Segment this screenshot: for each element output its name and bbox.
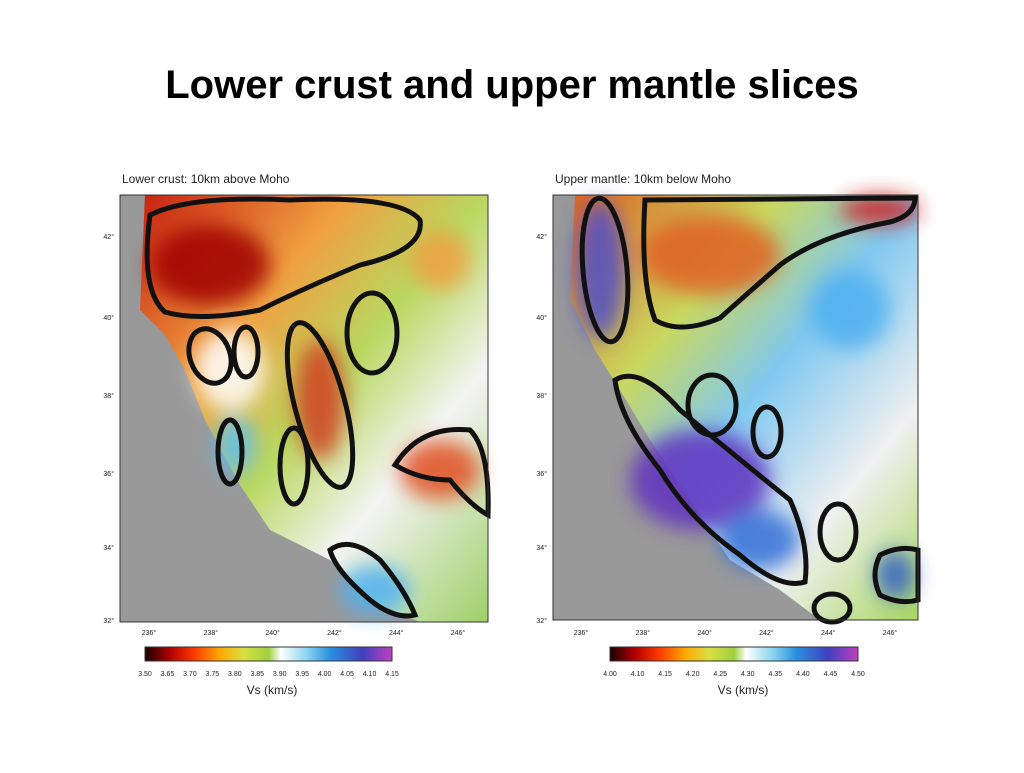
lon-label: 246° [883, 629, 898, 637]
colorbar-title: Vs (km/s) [718, 683, 769, 697]
lon-label: 242° [327, 629, 342, 637]
lat-label: 36° [103, 470, 114, 478]
colorbar [609, 646, 859, 662]
lat-label: 36° [536, 470, 547, 478]
lat-label: 42° [103, 233, 114, 241]
colorbar-label: 3.70 [183, 671, 197, 678]
colorbar-title: Vs (km/s) [247, 683, 298, 697]
colorbar-label: 4.00 [603, 671, 617, 678]
lat-label: 40° [536, 314, 547, 322]
lon-label: 244° [821, 629, 836, 637]
colorbar-label: 3.80 [228, 671, 242, 678]
lon-label: 236° [574, 629, 589, 637]
colorbar-label: 4.50 [851, 671, 865, 678]
lon-label: 242° [759, 629, 774, 637]
colorbar [144, 646, 393, 662]
colorbar-label: 4.10 [363, 671, 377, 678]
map-right [552, 194, 921, 625]
map-left [119, 194, 491, 623]
colorbar-label: 4.35 [769, 671, 783, 678]
colorbar-label: 3.95 [295, 671, 309, 678]
colorbar-label: 4.25 [713, 671, 727, 678]
lat-label: 32° [536, 617, 547, 625]
slide-title: Lower crust and upper mantle slices [165, 63, 859, 107]
colorbar-label: 3.50 [138, 671, 152, 678]
colorbar-label: 4.10 [631, 671, 645, 678]
colorbar-label: 3.90 [273, 671, 287, 678]
colorbar-label: 4.05 [340, 671, 354, 678]
lon-label: 240° [697, 629, 712, 637]
lat-label: 34° [103, 544, 114, 552]
colorbar-label: 3.65 [161, 671, 175, 678]
colorbar-label: 4.15 [385, 671, 399, 678]
lat-label: 38° [103, 392, 114, 400]
lon-label: 236° [142, 629, 157, 637]
colorbar-label: 3.85 [250, 671, 264, 678]
panel-title: Upper mantle: 10km below Moho [555, 172, 731, 186]
lat-label: 42° [536, 233, 547, 241]
lon-label: 238° [204, 629, 219, 637]
lat-label: 38° [536, 392, 547, 400]
colorbar-label: 4.15 [658, 671, 672, 678]
colorbar-label: 4.40 [796, 671, 810, 678]
lon-label: 244° [389, 629, 404, 637]
panel-title: Lower crust: 10km above Moho [122, 172, 290, 186]
lon-label: 238° [636, 629, 651, 637]
colorbar-label: 4.20 [686, 671, 700, 678]
colorbar-label: 4.45 [824, 671, 838, 678]
lat-label: 40° [103, 314, 114, 322]
colorbar-label: 3.75 [206, 671, 220, 678]
lat-label: 34° [536, 544, 547, 552]
lat-label: 32° [103, 617, 114, 625]
lon-label: 240° [265, 629, 280, 637]
colorbar-label: 4.30 [741, 671, 755, 678]
colorbar-label: 4.00 [318, 671, 332, 678]
lon-label: 246° [451, 629, 466, 637]
